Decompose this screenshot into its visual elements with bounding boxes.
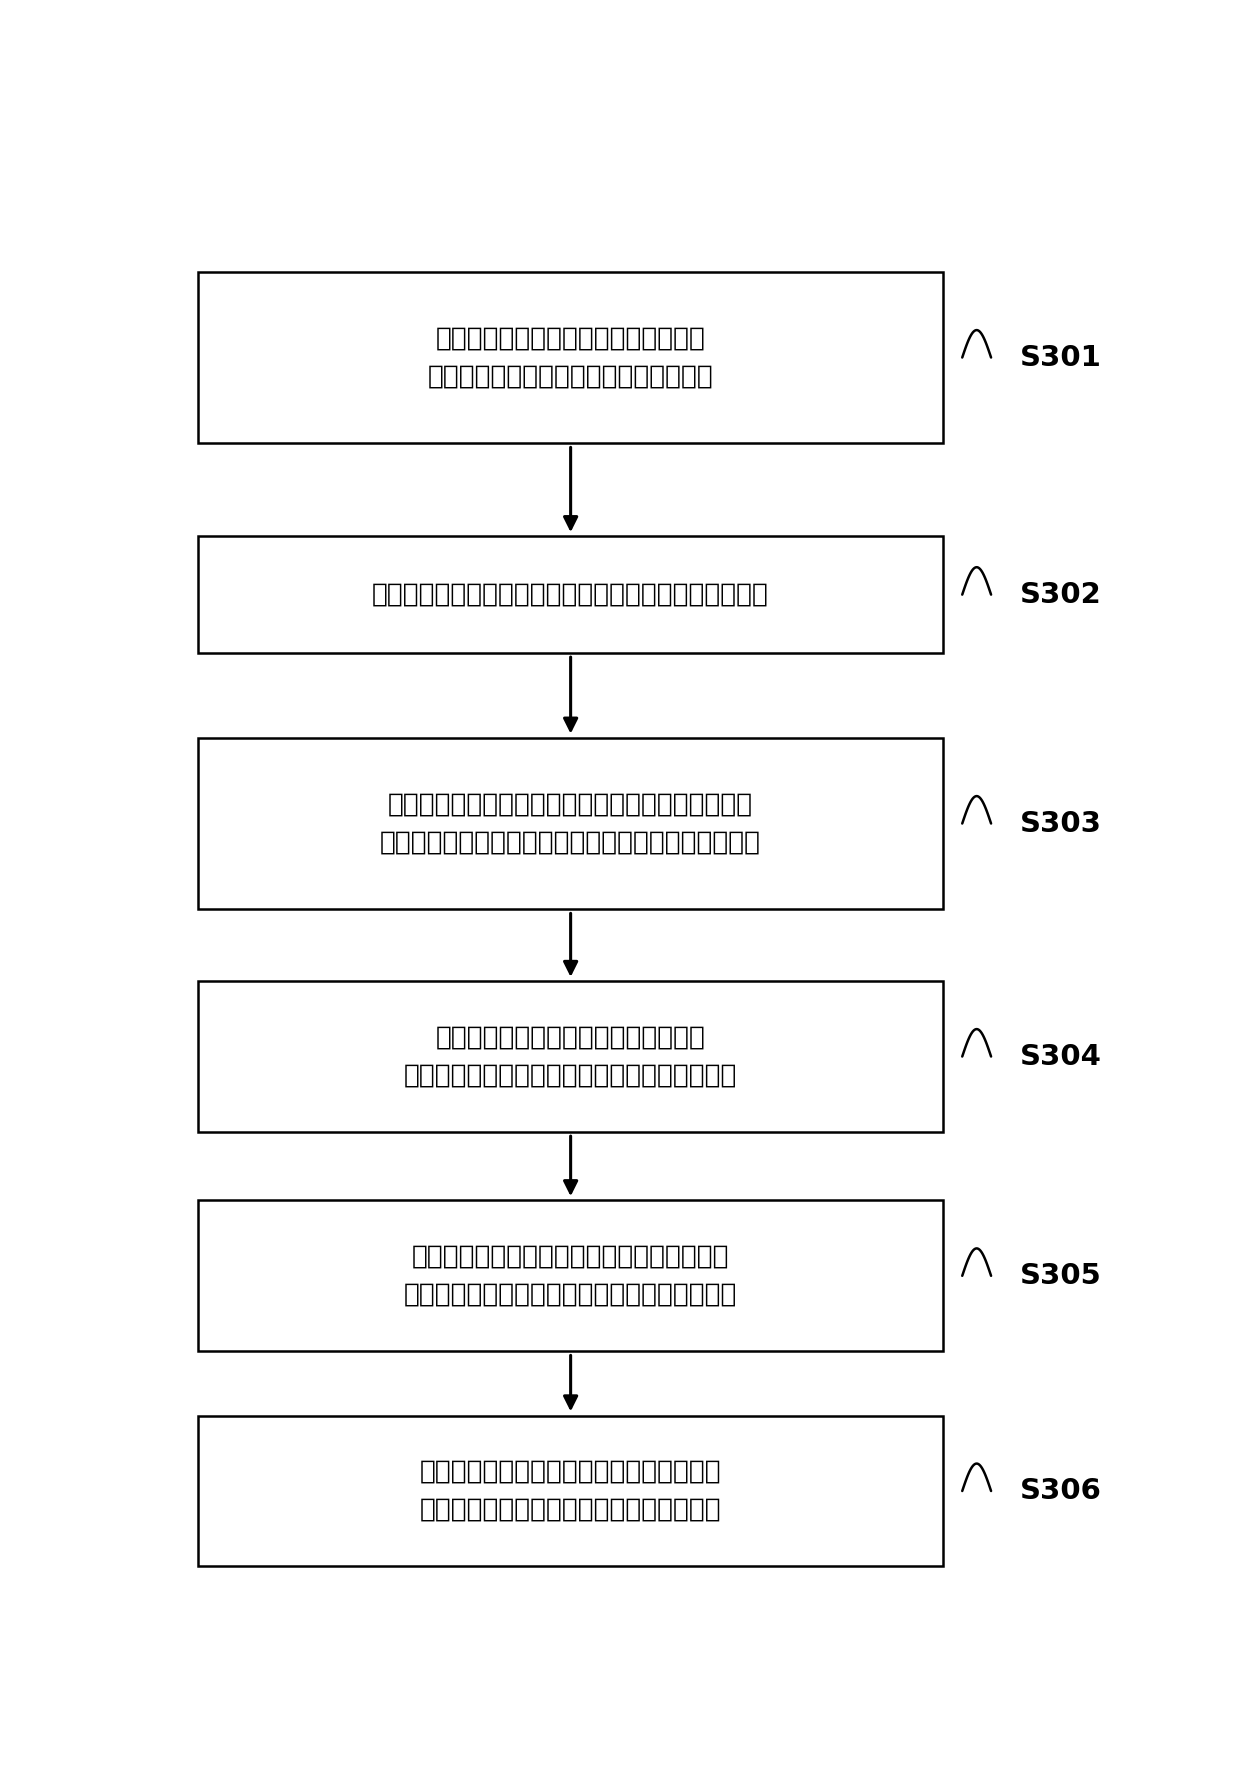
Text: 采用最佳阈值集分别对校正后的多光谱遥感影
像数据进行阈值分割，得到陆表水体提取结果集: 采用最佳阈值集分别对校正后的多光谱遥感影 像数据进行阈值分割，得到陆表水体提取结… bbox=[404, 1244, 738, 1308]
Text: 根据水体指数集确定初始分割阈值集，
对初始分割阈值集进行调整得到最佳分割阈值集: 根据水体指数集确定初始分割阈值集， 对初始分割阈值集进行调整得到最佳分割阈值集 bbox=[404, 1025, 738, 1089]
Bar bbox=[198, 1415, 942, 1566]
Text: 依据最佳似然水体指数判别规则，从陆表水
体提取结果集中确定最佳陆表水体提取结果: 依据最佳似然水体指数判别规则，从陆表水 体提取结果集中确定最佳陆表水体提取结果 bbox=[420, 1460, 722, 1524]
Text: S306: S306 bbox=[1019, 1477, 1102, 1506]
Text: 根据校正后的多光谱遥感影像数据，确定多光谱段的
水体指数集；所述多光谱遥感影像数据中包含陆表水体: 根据校正后的多光谱遥感影像数据，确定多光谱段的 水体指数集；所述多光谱遥感影像数… bbox=[381, 792, 761, 856]
Text: S302: S302 bbox=[1019, 580, 1101, 609]
Text: S303: S303 bbox=[1019, 810, 1102, 838]
Bar bbox=[198, 739, 942, 910]
Text: 根据获取的多光谱遥感影像数据中的云
量占比，对多光谱遥感影像数据进行筛选: 根据获取的多光谱遥感影像数据中的云 量占比，对多光谱遥感影像数据进行筛选 bbox=[428, 326, 713, 390]
Text: S301: S301 bbox=[1019, 344, 1102, 372]
Text: S305: S305 bbox=[1019, 1262, 1101, 1290]
Bar bbox=[198, 981, 942, 1132]
Bar bbox=[198, 1200, 942, 1351]
Text: 对筛选后的多光谱遥感影像数据进行辐射校正和大气校正: 对筛选后的多光谱遥感影像数据进行辐射校正和大气校正 bbox=[372, 582, 769, 607]
Bar bbox=[198, 536, 942, 653]
Text: S304: S304 bbox=[1019, 1043, 1102, 1070]
Bar bbox=[198, 272, 942, 443]
